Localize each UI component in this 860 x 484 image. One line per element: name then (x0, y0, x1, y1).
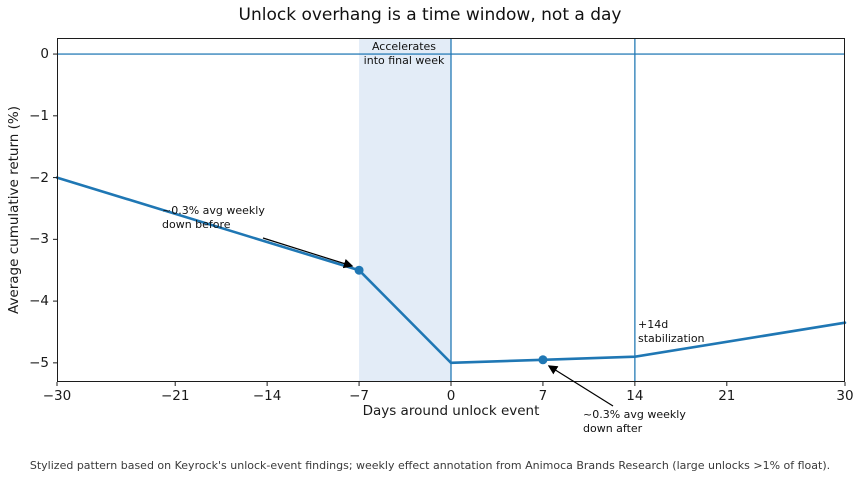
plot-area (53, 38, 847, 407)
annotation-stabilization: +14d stabilization (638, 318, 705, 345)
annotation-weekly-down-before: ~0.3% avg weekly down before (162, 204, 265, 231)
marker-dot (538, 355, 548, 365)
y-tick-label: −2 (29, 169, 49, 186)
annotation-arrow-weekly-down-after (547, 365, 614, 407)
y-tick-label: −4 (29, 293, 49, 310)
y-tick-label: −1 (29, 107, 49, 124)
final-week-band (359, 38, 451, 382)
annotation-weekly-down-after: ~0.3% avg weekly down after (583, 408, 686, 435)
y-tick-label: 0 (40, 46, 49, 63)
annotation-arrow-weekly-down-before (262, 237, 354, 269)
cumulative-return-line (55, 176, 847, 365)
y-axis-label: Average cumulative return (%) (6, 106, 22, 314)
x-tick-label: 14 (626, 388, 644, 404)
chart-title: Unlock overhang is a time window, not a … (238, 5, 622, 25)
annotation-band-label: Accelerates into final week (363, 40, 445, 67)
x-axis-label: Days around unlock event (362, 403, 540, 419)
plot-border (57, 38, 845, 382)
y-tick-label: −5 (29, 354, 49, 371)
x-tick-label: −14 (252, 388, 282, 404)
x-tick-label: 30 (836, 388, 854, 404)
x-tick-label: −7 (349, 388, 370, 404)
x-tick-label: 0 (446, 388, 456, 404)
x-tick-label: −21 (160, 388, 190, 404)
footnote: Stylized pattern based on Keyrock's unlo… (29, 459, 831, 472)
marker-dot (354, 265, 364, 275)
y-tick-label: −3 (29, 231, 49, 248)
x-tick-label: −30 (42, 388, 72, 404)
x-tick-label: 21 (718, 388, 736, 404)
x-tick-label: 7 (538, 388, 548, 404)
